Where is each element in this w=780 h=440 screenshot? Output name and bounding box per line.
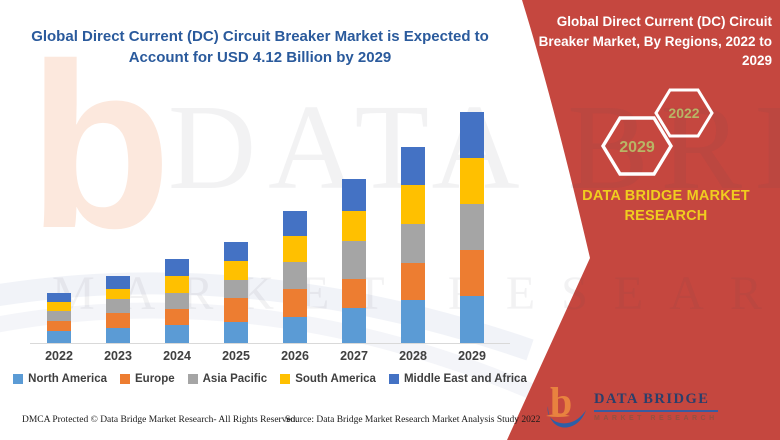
legend-item-middle-east-and-africa: Middle East and Africa <box>388 373 527 385</box>
legend-item-asia-pacific: Asia Pacific <box>187 373 268 385</box>
bar-2024 <box>165 259 189 343</box>
legend-label: Europe <box>135 373 175 385</box>
data-bridge-logo: b DATA BRIDGE MARKET RESEARCH <box>544 379 718 430</box>
bar-segment-europe <box>47 321 71 332</box>
bar-segment-middle-east-and-africa <box>342 178 366 211</box>
x-axis-label-2029: 2029 <box>458 349 486 363</box>
logo-b-glyph: b <box>550 379 573 424</box>
bar-segment-asia-pacific <box>283 261 307 290</box>
bar-2029 <box>460 112 484 343</box>
legend-label: South America <box>295 373 376 385</box>
bar-segment-middle-east-and-africa <box>106 276 130 289</box>
bar-segment-europe <box>342 278 366 309</box>
chart-title: Global Direct Current (DC) Circuit Break… <box>31 28 489 66</box>
logo-subtitle: MARKET RESEARCH <box>594 415 718 422</box>
bar-segment-middle-east-and-africa <box>165 259 189 277</box>
bar-segment-south-america <box>342 210 366 241</box>
bar-segment-asia-pacific <box>165 293 189 309</box>
legend-item-europe: Europe <box>120 373 175 385</box>
footer-dmca-text: DMCA Protected © Data Bridge Market Rese… <box>22 415 298 425</box>
legend-swatch <box>388 374 399 384</box>
footer-source-text: Source: Data Bridge Market Research Mark… <box>285 415 541 425</box>
side-panel-title: Global Direct Current (DC) Circuit Break… <box>538 14 772 69</box>
bar-segment-europe <box>283 289 307 317</box>
bar-segment-south-america <box>224 261 248 280</box>
x-axis-label-2028: 2028 <box>399 349 427 363</box>
logo-b-watermark: b <box>28 14 172 277</box>
bar-segment-north-america <box>106 327 130 343</box>
bar-segment-middle-east-and-africa <box>283 211 307 237</box>
bar-segment-north-america <box>342 308 366 343</box>
bar-segment-north-america <box>401 299 425 343</box>
bar-segment-north-america <box>460 295 484 343</box>
brand-text: DATA BRIDGE MARKET RESEARCH <box>582 188 750 225</box>
bar-segment-europe <box>165 308 189 325</box>
legend-swatch <box>280 374 291 384</box>
bar-segment-europe <box>224 298 248 323</box>
bar-segment-asia-pacific <box>47 311 71 322</box>
bar-2025 <box>224 242 248 343</box>
bar-2028 <box>401 146 425 343</box>
bar-segment-south-america <box>460 158 484 205</box>
bar-2022 <box>47 292 71 343</box>
logo-swoosh-icon <box>546 406 586 428</box>
bar-segment-south-america <box>401 185 425 224</box>
logo-icon: b <box>544 379 588 430</box>
bar-segment-asia-pacific <box>224 279 248 299</box>
bar-segment-middle-east-and-africa <box>47 292 71 303</box>
bar-2023 <box>106 276 130 343</box>
bar-2027 <box>342 178 366 343</box>
bar-segment-south-america <box>106 288 130 300</box>
logo-text-column: DATA BRIDGE MARKET RESEARCH <box>594 386 718 422</box>
x-axis-label-2023: 2023 <box>104 349 132 363</box>
bar-segment-south-america <box>165 276 189 294</box>
bar-segment-asia-pacific <box>401 223 425 263</box>
legend-label: Middle East and Africa <box>403 373 527 385</box>
x-axis-label-2025: 2025 <box>222 349 250 363</box>
x-axis-label-2022: 2022 <box>45 349 73 363</box>
bar-segment-north-america <box>165 324 189 343</box>
bar-segment-middle-east-and-africa <box>224 242 248 262</box>
x-axis-label-2027: 2027 <box>340 349 368 363</box>
bar-segment-middle-east-and-africa <box>401 146 425 186</box>
legend-label: Asia Pacific <box>202 373 268 385</box>
bar-segment-europe <box>106 312 130 328</box>
legend-label: North America <box>28 373 107 385</box>
bar-segment-south-america <box>283 236 307 262</box>
chart-legend: North America Europe Asia Pacific South Ame… <box>13 373 527 385</box>
legend-item-north-america: North America <box>13 373 107 385</box>
bar-segment-asia-pacific <box>342 240 366 279</box>
legend-swatch <box>187 374 198 384</box>
bar-2026 <box>283 211 307 343</box>
bar-segment-north-america <box>224 322 248 343</box>
stacked-bar-plot: 2022 2023 2024 2025 2026 2027 2028 2029 <box>30 100 510 363</box>
bar-segment-europe <box>460 250 484 296</box>
bar-segment-north-america <box>47 331 71 343</box>
bar-segment-asia-pacific <box>106 299 130 313</box>
bar-segment-asia-pacific <box>460 204 484 251</box>
legend-swatch <box>120 374 130 384</box>
x-axis-label-2024: 2024 <box>163 349 191 363</box>
x-axis-label-2026: 2026 <box>281 349 309 363</box>
bar-segment-middle-east-and-africa <box>460 112 484 159</box>
legend-swatch <box>13 374 24 384</box>
legend-item-south-america: South America <box>280 373 376 385</box>
logo-name: DATA BRIDGE <box>594 391 718 412</box>
bar-segment-south-america <box>47 302 71 312</box>
bar-segment-north-america <box>283 316 307 343</box>
bar-segment-europe <box>401 262 425 300</box>
